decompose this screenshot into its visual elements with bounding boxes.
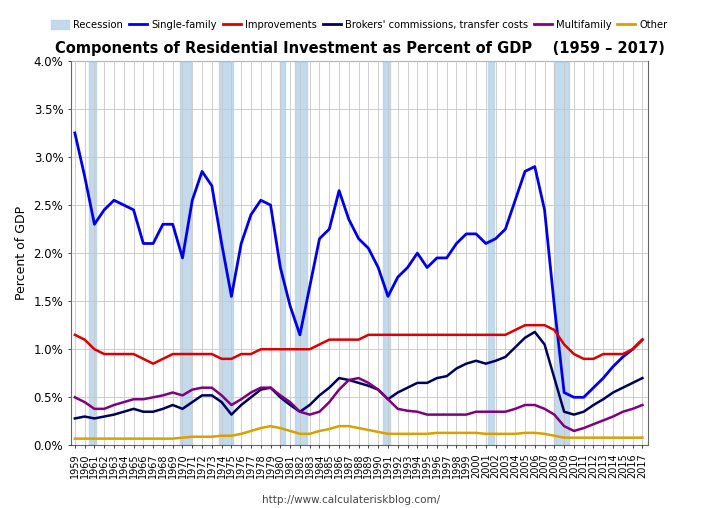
Bar	[553, 61, 569, 446]
Bar	[487, 61, 494, 446]
Text: http://www.calculateriskblog.com/: http://www.calculateriskblog.com/	[262, 495, 441, 505]
Bar	[89, 61, 96, 446]
Legend: Recession, Single-family, Improvements, Brokers' commissions, transfer costs, Mu: Recession, Single-family, Improvements, …	[48, 16, 672, 34]
Title: Components of Residential Investment as Percent of GDP    (1959 – 2017): Components of Residential Investment as …	[55, 41, 664, 55]
Bar	[280, 61, 285, 446]
Y-axis label: Percent of GDP: Percent of GDP	[15, 206, 28, 300]
Bar	[180, 61, 191, 446]
Bar	[383, 61, 389, 446]
Bar	[219, 61, 233, 446]
Bar	[295, 61, 307, 446]
